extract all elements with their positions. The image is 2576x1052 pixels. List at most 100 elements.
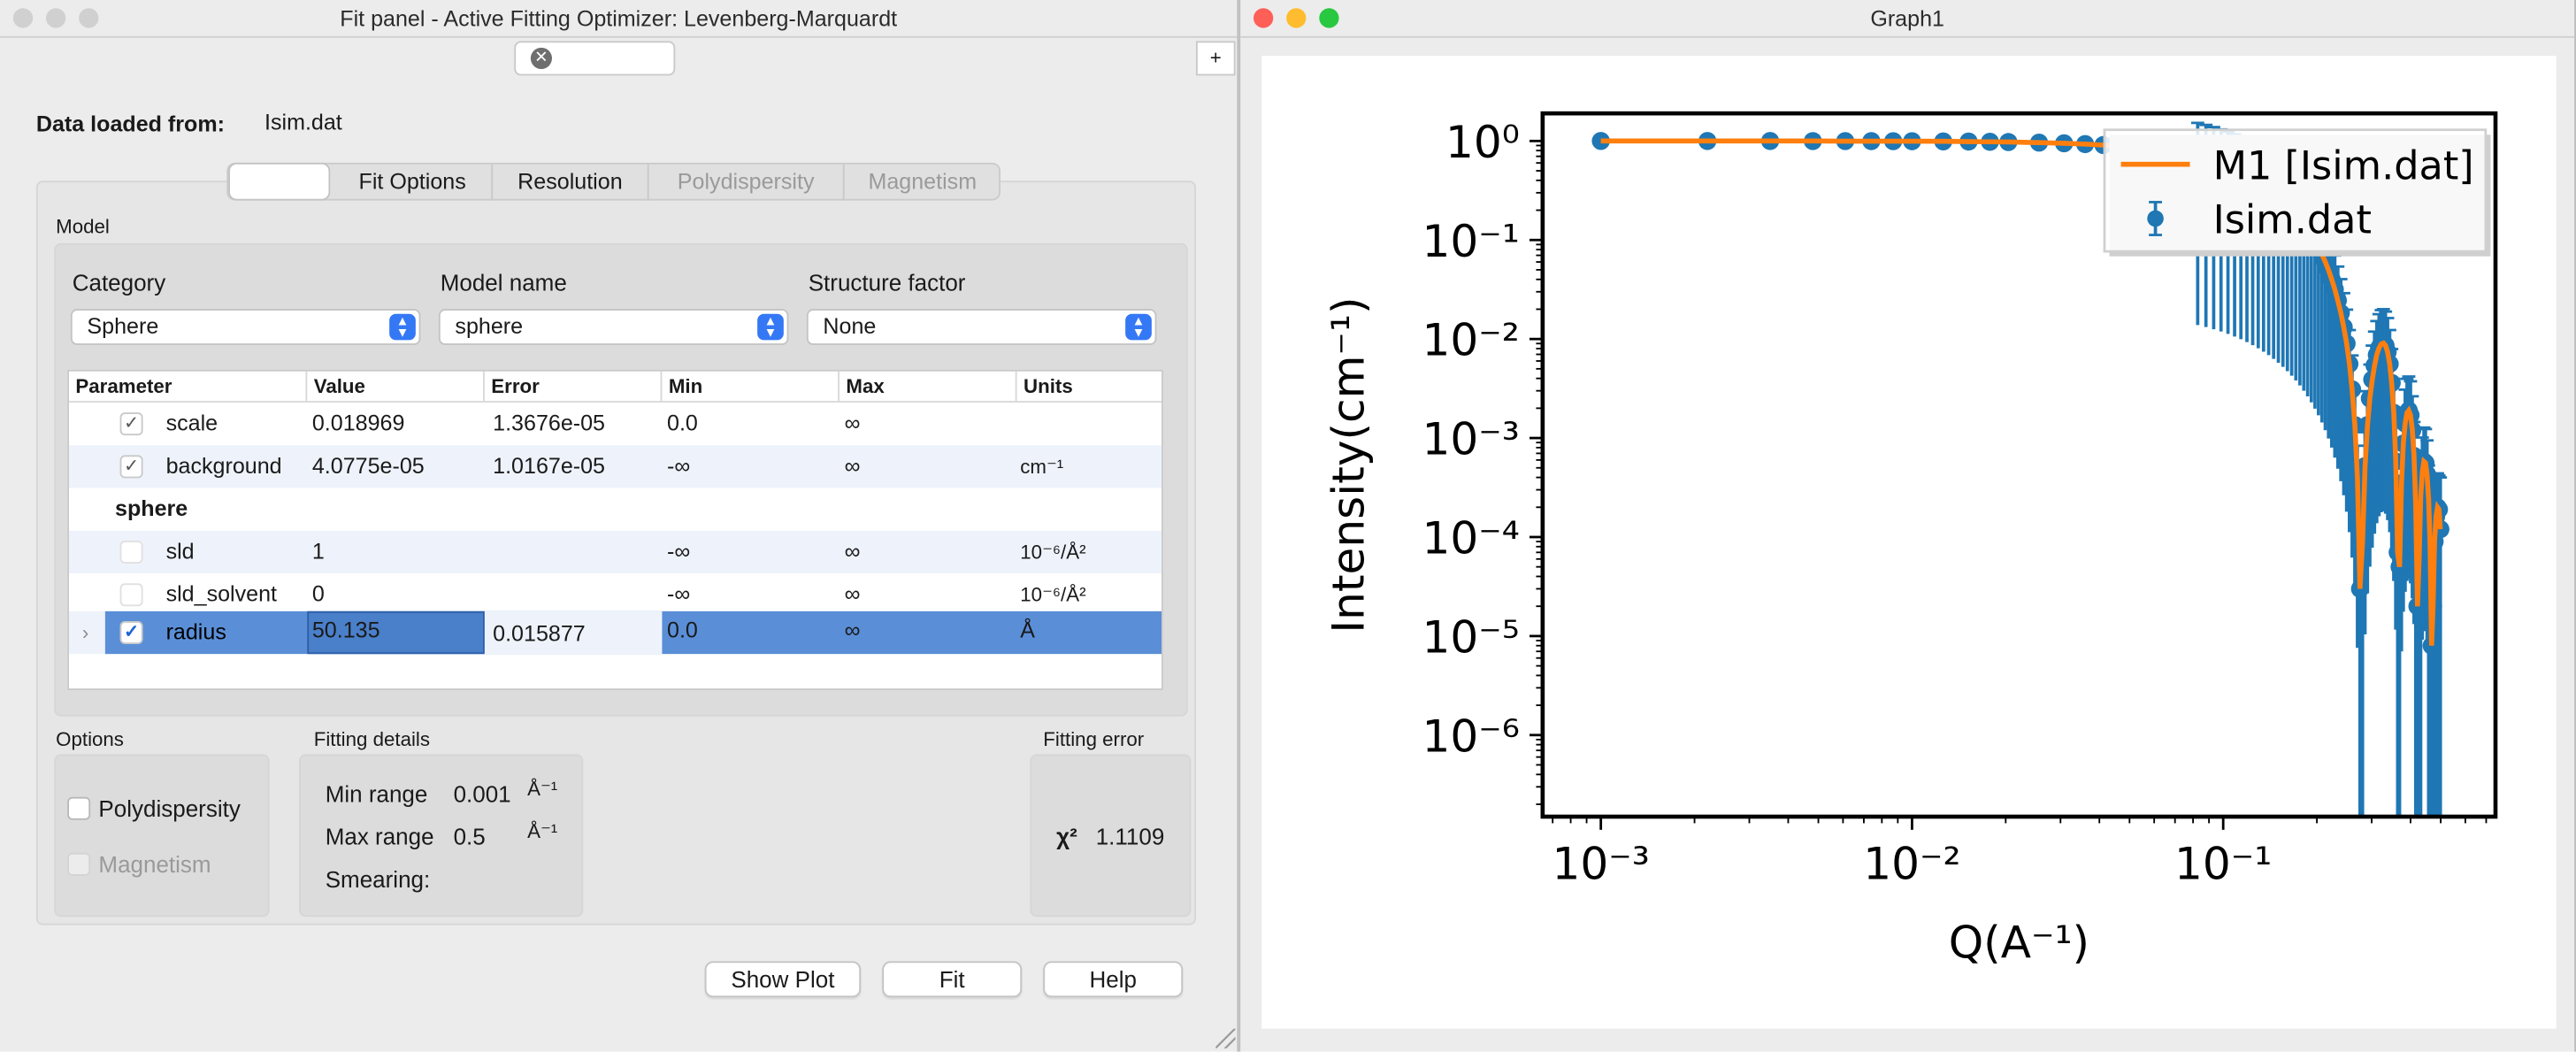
chevron-updown-icon: ▲ ▼: [1125, 313, 1152, 341]
fit-checkbox[interactable]: ✓: [119, 621, 143, 645]
column-header-value[interactable]: Value: [307, 371, 485, 402]
y-tick-label: 10⁻⁶: [1422, 710, 1520, 762]
fit-checkbox[interactable]: [119, 583, 143, 607]
resize-grip-icon[interactable]: [1215, 1028, 1236, 1048]
y-axis-label: Intensity(cm⁻¹): [1322, 296, 1374, 633]
column-header-min[interactable]: Min: [662, 371, 840, 402]
structure-factor-label: Structure factor: [808, 269, 966, 296]
param-value[interactable]: 0: [311, 581, 325, 607]
fit-panel-title: Fit panel - Active Fitting Optimizer: Le…: [340, 5, 898, 31]
zoom-window-button[interactable]: [79, 8, 99, 28]
category-select[interactable]: Sphere ▲ ▼: [70, 309, 421, 346]
x-tick-label: 10⁻¹: [2174, 838, 2272, 890]
fit-panel-titlebar: Fit panel - Active Fitting Optimizer: Le…: [0, 0, 1238, 38]
category-value: Sphere: [87, 313, 159, 339]
polydispersity-label[interactable]: Polydispersity: [98, 795, 241, 822]
min-range-label: Min range: [325, 780, 428, 807]
tab-fit-options[interactable]: Fit Options: [334, 164, 494, 201]
close-window-button[interactable]: [12, 8, 34, 28]
fit-checkbox[interactable]: [119, 541, 143, 564]
legend-label: M1 [Isim.dat]: [2213, 142, 2474, 188]
max-range-unit: Å⁻¹: [527, 819, 558, 843]
minimize-window-button[interactable]: [1286, 8, 1307, 28]
y-tick-label: 10⁻⁵: [1422, 610, 1520, 663]
chi2-value: 1.1109: [1095, 823, 1165, 850]
tab-magnetism[interactable]: Magnetism: [868, 169, 978, 195]
column-header-units[interactable]: Units: [1024, 374, 1073, 398]
param-min[interactable]: 0.0: [667, 618, 698, 643]
graph-title: Graph1: [1870, 5, 1944, 31]
chevron-updown-icon: ▲ ▼: [389, 313, 416, 341]
parameter-table: Parameter Value Error Min Max Units ✓ sc…: [67, 369, 1163, 691]
legend-box: [2103, 128, 2488, 253]
x-axis-label: Q(A⁻¹): [1949, 917, 2089, 969]
param-value[interactable]: 4.0775e-05: [311, 453, 425, 479]
expand-arrow-icon[interactable]: ›: [81, 621, 89, 645]
show-plot-button[interactable]: Show Plot: [704, 961, 862, 998]
param-value[interactable]: 0.018969: [311, 411, 405, 436]
zoom-window-button[interactable]: [1319, 8, 1339, 28]
model-name-select[interactable]: sphere ▲ ▼: [438, 309, 789, 346]
x-tick-label: 10⁻²: [1863, 838, 1960, 890]
param-error: 0.015877: [493, 621, 586, 646]
param-min[interactable]: 0.0: [667, 411, 698, 436]
fitting-error-group: [1030, 754, 1192, 918]
table-row-selected[interactable]: › ✓ radius 50.135 0.015877 0.0 ∞ Å: [69, 610, 1162, 655]
param-units: cm⁻¹: [1020, 455, 1064, 479]
plot-canvas[interactable]: 10⁻³ 10⁻² 10⁻¹ 10⁰ 10⁻¹ 10⁻² 10⁻³ 10⁻⁴ 10⁻⁵ 10⁻⁶ Q…: [1261, 56, 2557, 1029]
column-header-max[interactable]: Max: [840, 371, 1017, 402]
table-row[interactable]: ✓ scale 0.018969 1.3676e-05 0.0 ∞: [69, 403, 1162, 446]
param-max[interactable]: ∞: [844, 618, 861, 643]
minimize-window-button[interactable]: [46, 8, 66, 28]
table-row[interactable]: sld_solvent 0 -∞ ∞ 10⁻⁶/Å²: [69, 573, 1162, 617]
tab-resolution[interactable]: Resolution: [493, 164, 649, 201]
chart-svg[interactable]: 10⁻³ 10⁻² 10⁻¹ 10⁰ 10⁻¹ 10⁻² 10⁻³ 10⁻⁴ 10⁻⁵ 10⁻⁶ Q…: [1261, 56, 2556, 1028]
table-section-row: sphere: [69, 488, 1162, 531]
param-min[interactable]: -∞: [667, 581, 691, 607]
help-button[interactable]: Help: [1043, 961, 1184, 998]
fit-button[interactable]: Fit: [882, 961, 1023, 998]
add-tab-button[interactable]: +: [1196, 41, 1236, 76]
column-header-parameter[interactable]: Parameter: [69, 371, 308, 402]
data-tab[interactable]: ✕: [514, 41, 676, 76]
tab-model[interactable]: [228, 162, 331, 201]
column-header-error[interactable]: Error: [485, 371, 663, 402]
table-row[interactable]: sld 1 -∞ ∞ 10⁻⁶/Å²: [69, 530, 1162, 574]
fit-checkbox[interactable]: ✓: [119, 455, 143, 479]
structure-factor-select[interactable]: None ▲ ▼: [806, 309, 1157, 346]
param-units: 10⁻⁶/Å²: [1020, 583, 1086, 607]
param-error: 1.3676e-05: [493, 411, 606, 436]
model-name-label: Model name: [440, 269, 567, 296]
fit-checkbox[interactable]: ✓: [119, 412, 143, 436]
y-tick-label: 10⁻³: [1422, 413, 1520, 465]
param-units: Å: [1020, 618, 1036, 643]
close-window-button[interactable]: [1254, 8, 1274, 28]
data-file-name: Isim.dat: [264, 110, 342, 135]
param-name: sld: [165, 539, 195, 564]
error-cell-light: [484, 610, 663, 655]
tab-polydispersity[interactable]: Polydispersity: [649, 164, 845, 201]
param-value[interactable]: 1: [311, 539, 325, 564]
y-tick-label: 10⁰: [1445, 116, 1520, 168]
polydispersity-checkbox[interactable]: [67, 796, 91, 820]
chevron-updown-icon: ▲ ▼: [757, 313, 784, 341]
fitting-details-group: [299, 754, 584, 918]
axes-frame: [1540, 111, 2498, 819]
param-max[interactable]: ∞: [844, 581, 861, 607]
param-value[interactable]: 50.135: [311, 618, 380, 643]
param-max[interactable]: ∞: [844, 453, 861, 479]
close-tab-icon[interactable]: ✕: [530, 47, 553, 70]
param-min[interactable]: -∞: [667, 453, 691, 479]
param-name: sld_solvent: [165, 581, 278, 607]
graph-titlebar: Graph1: [1240, 0, 2575, 38]
options-group-label: Options: [56, 727, 124, 751]
model-name-value: sphere: [455, 313, 524, 339]
table-row[interactable]: ✓ background 4.0775e-05 1.0167e-05 -∞ ∞ …: [69, 445, 1162, 488]
legend-label: Isim.dat: [2213, 197, 2372, 243]
fitting-details-label: Fitting details: [313, 727, 431, 751]
param-max[interactable]: ∞: [844, 411, 861, 436]
param-max[interactable]: ∞: [844, 539, 861, 564]
param-name: background: [165, 453, 282, 479]
min-range-unit: Å⁻¹: [527, 777, 558, 801]
param-min[interactable]: -∞: [667, 539, 691, 564]
